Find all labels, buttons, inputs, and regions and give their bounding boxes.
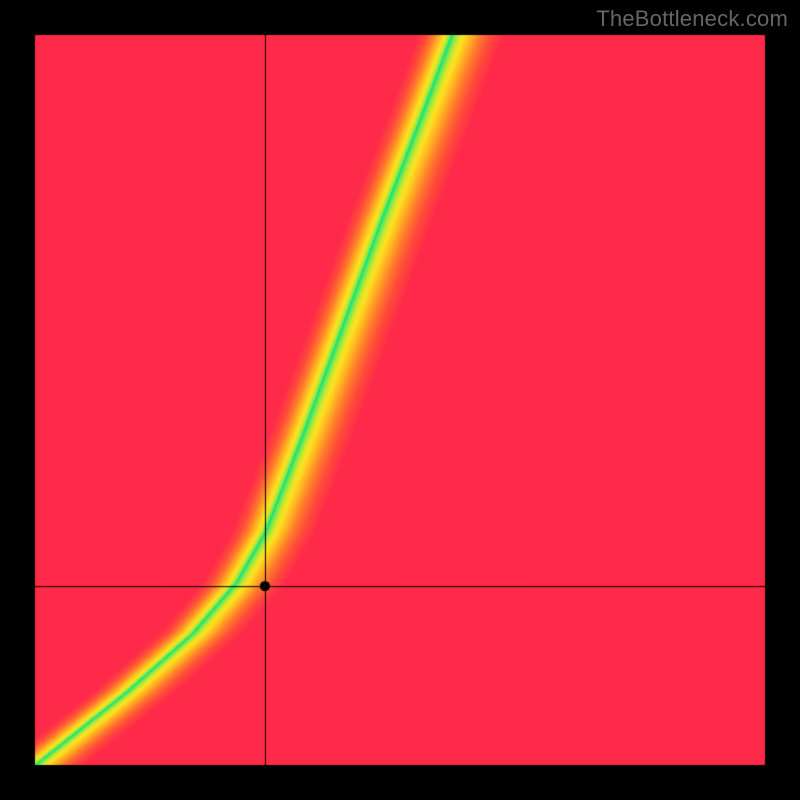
chart-container: { "watermark": { "text": "TheBottleneck.…	[0, 0, 800, 800]
bottleneck-heatmap	[0, 0, 800, 800]
watermark-text: TheBottleneck.com	[596, 6, 788, 32]
